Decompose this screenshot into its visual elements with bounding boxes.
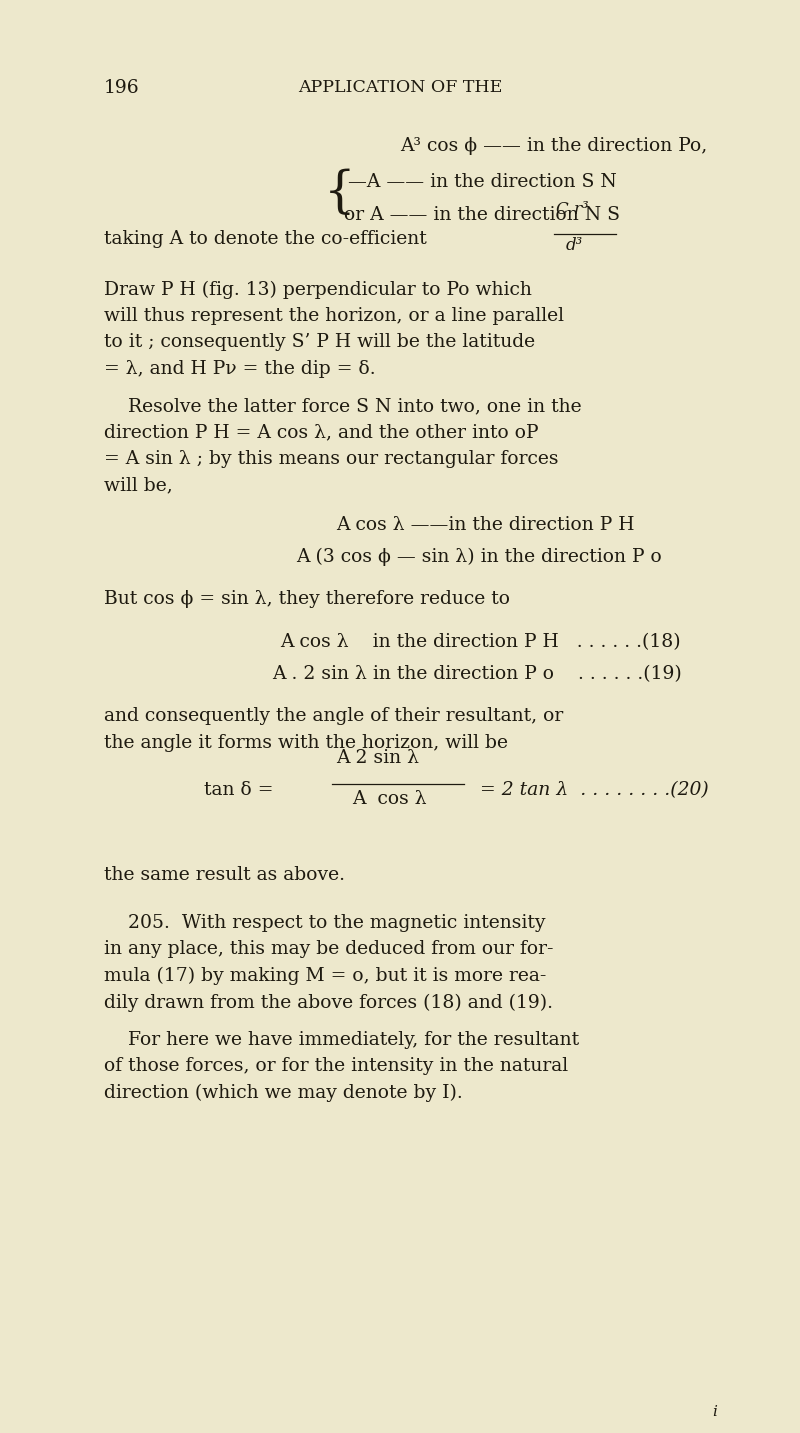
Text: = λ, and H Pν = the dip = δ.: = λ, and H Pν = the dip = δ. bbox=[104, 360, 376, 378]
Text: the same result as above.: the same result as above. bbox=[104, 866, 345, 884]
Text: A (3 cos ϕ — sin λ) in the direction P o: A (3 cos ϕ — sin λ) in the direction P o bbox=[296, 547, 662, 566]
Text: of those forces, or for the intensity in the natural: of those forces, or for the intensity in… bbox=[104, 1058, 568, 1075]
Text: A 2 sin λ: A 2 sin λ bbox=[336, 749, 419, 767]
Text: will thus represent the horizon, or a line parallel: will thus represent the horizon, or a li… bbox=[104, 307, 564, 325]
Text: dily drawn from the above forces (18) and (19).: dily drawn from the above forces (18) an… bbox=[104, 993, 553, 1012]
Text: i: i bbox=[712, 1404, 717, 1419]
Text: A cos λ    in the direction P H   . . . . . .(18): A cos λ in the direction P H . . . . . .… bbox=[280, 633, 681, 651]
Text: the angle it forms with the horizon, will be: the angle it forms with the horizon, wil… bbox=[104, 734, 508, 752]
Text: direction P H = A cos λ, and the other into oP: direction P H = A cos λ, and the other i… bbox=[104, 423, 538, 441]
Text: and consequently the angle of their resultant, or: and consequently the angle of their resu… bbox=[104, 706, 563, 725]
Text: = A sin λ ; by this means our rectangular forces: = A sin λ ; by this means our rectangula… bbox=[104, 450, 558, 469]
Text: A  cos λ: A cos λ bbox=[352, 790, 426, 808]
Text: 196: 196 bbox=[104, 79, 140, 97]
Text: 205.  With respect to the magnetic intensity: 205. With respect to the magnetic intens… bbox=[128, 914, 546, 931]
Text: A³ cos ϕ —— in the direction Po,: A³ cos ϕ —— in the direction Po, bbox=[400, 138, 707, 155]
Text: will be,: will be, bbox=[104, 476, 173, 494]
Text: A . 2 sin λ in the direction P o    . . . . . .(19): A . 2 sin λ in the direction P o . . . .… bbox=[272, 665, 682, 682]
Text: Draw P H (fig. 13) perpendicular to Po which: Draw P H (fig. 13) perpendicular to Po w… bbox=[104, 281, 532, 298]
Text: or A —— in the direction N S: or A —— in the direction N S bbox=[344, 206, 620, 224]
Text: {: { bbox=[324, 169, 356, 218]
Text: For here we have immediately, for the resultant: For here we have immediately, for the re… bbox=[128, 1030, 579, 1049]
Text: A cos λ ——in the direction P H: A cos λ ——in the direction P H bbox=[336, 516, 634, 535]
Text: taking A to denote the co-efficient: taking A to denote the co-efficient bbox=[104, 229, 433, 248]
Text: C r³: C r³ bbox=[556, 202, 589, 218]
Text: direction (which we may denote by I).: direction (which we may denote by I). bbox=[104, 1083, 462, 1102]
Text: mula (17) by making M = o, but it is more rea-: mula (17) by making M = o, but it is mor… bbox=[104, 967, 546, 984]
Text: = 2 tan λ  . . . . . . . .(20): = 2 tan λ . . . . . . . .(20) bbox=[480, 781, 709, 800]
Text: Resolve the latter force S N into two, one in the: Resolve the latter force S N into two, o… bbox=[128, 397, 582, 416]
Text: d³: d³ bbox=[566, 236, 583, 254]
Text: tan δ =: tan δ = bbox=[204, 781, 274, 800]
Text: But cos ϕ = sin λ, they therefore reduce to: But cos ϕ = sin λ, they therefore reduce… bbox=[104, 590, 510, 609]
Text: in any place, this may be deduced from our for-: in any place, this may be deduced from o… bbox=[104, 940, 554, 959]
Text: to it ; consequently S’ P H will be the latitude: to it ; consequently S’ P H will be the … bbox=[104, 334, 535, 351]
Text: —A —— in the direction S N: —A —— in the direction S N bbox=[348, 173, 617, 191]
Text: APPLICATION OF THE: APPLICATION OF THE bbox=[298, 79, 502, 96]
